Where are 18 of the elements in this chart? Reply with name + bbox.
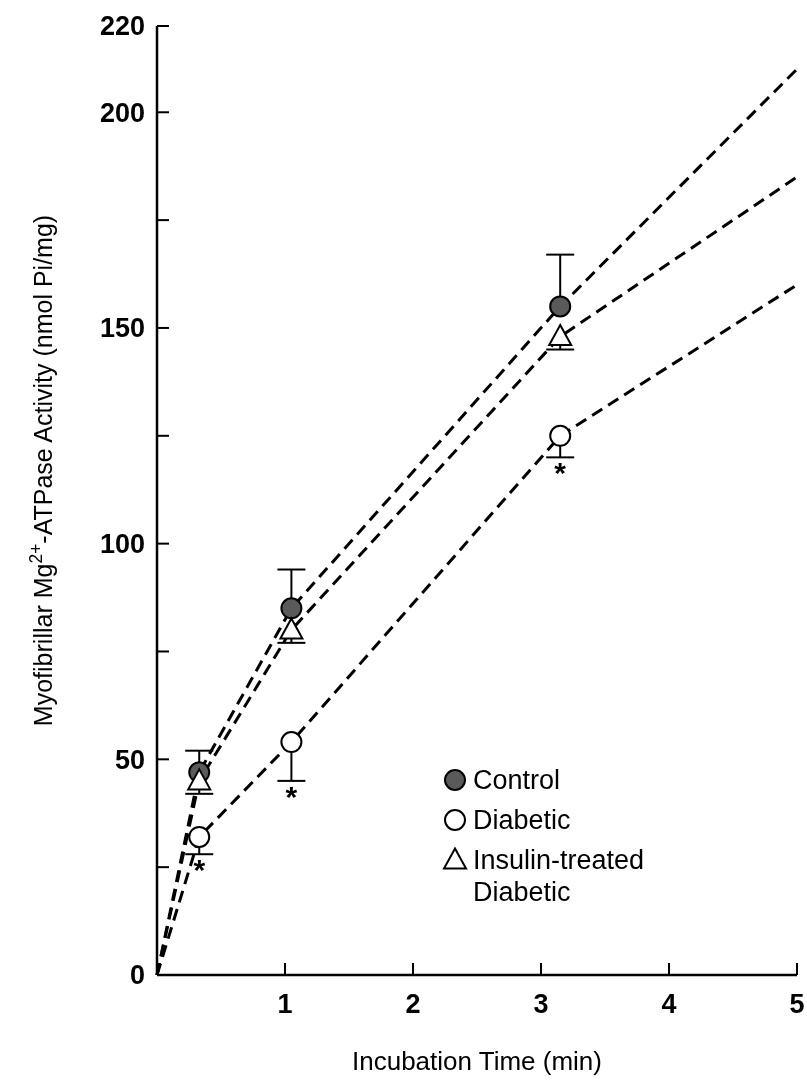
y-tick-label: 50 bbox=[114, 744, 145, 775]
legend-label: Control bbox=[473, 765, 561, 796]
y-tick-label: 200 bbox=[99, 97, 145, 128]
x-axis-title: Incubation Time (min) bbox=[352, 1046, 602, 1076]
annotation: * bbox=[554, 456, 567, 490]
legend-label: Diabetic bbox=[473, 805, 571, 836]
y-tick-label: 150 bbox=[99, 313, 145, 344]
y-tick-label: 220 bbox=[99, 11, 145, 42]
x-tick-label: 2 bbox=[405, 989, 421, 1019]
annotation: * bbox=[285, 779, 298, 813]
x-tick-label: 5 bbox=[789, 989, 805, 1019]
y-tick-label: 0 bbox=[129, 960, 145, 991]
x-tick-label: 1 bbox=[277, 989, 293, 1019]
legend-label: Insulin-treated Diabetic bbox=[473, 845, 645, 907]
annotation: * bbox=[193, 853, 206, 887]
y-tick-label: 100 bbox=[99, 529, 145, 560]
x-tick-label: 4 bbox=[661, 989, 677, 1019]
x-tick-label: 3 bbox=[533, 989, 549, 1019]
